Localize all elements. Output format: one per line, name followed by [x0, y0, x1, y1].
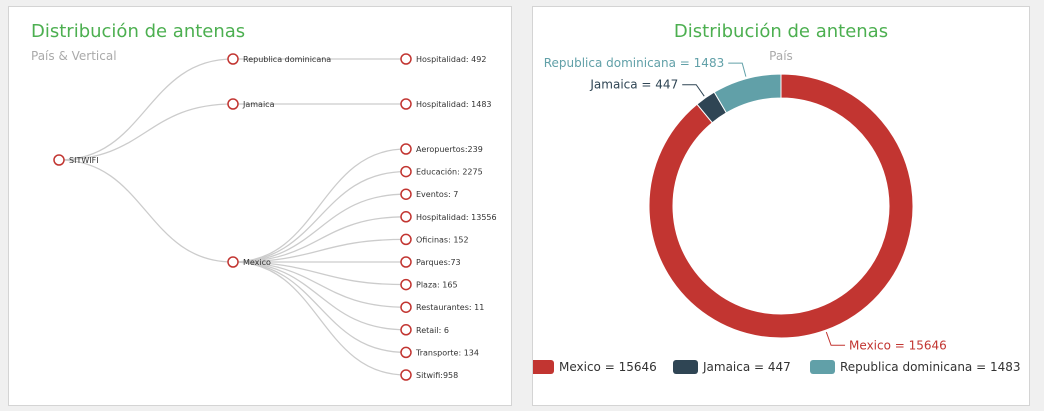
tree-branch-republica-dominicana-node[interactable]	[227, 53, 239, 65]
tree-leaf-aeropuertos-239-label: Aeropuertos:239	[416, 145, 483, 154]
tree-chart-subtitle: País & Vertical	[31, 49, 117, 63]
tree-link-retail-6	[232, 261, 407, 331]
tree-chart-panel: Distribución de antenas País & Vertical …	[8, 6, 512, 406]
donut-slice-mexico[interactable]	[648, 73, 914, 339]
legend-item-mexico[interactable]: Mexico = 15646	[533, 360, 657, 374]
tree-leaf-plaza-165-node[interactable]	[400, 278, 412, 291]
tree-nodes: SITWIFI Republica dominicana Jamaica Mexico…	[53, 53, 497, 381]
tree-root-sitwifi-label: SITWIFI	[69, 156, 99, 165]
donut-slices	[648, 73, 914, 339]
donut-label-jamaica: Jamaica = 447	[589, 78, 678, 92]
donut-leader-republica-dominicana	[728, 62, 747, 77]
tree-leaf-oficinas-152-label: Oficinas: 152	[416, 235, 469, 244]
legend-label: Republica dominicana = 1483	[840, 360, 1021, 374]
tree-link-eventos-7	[232, 193, 407, 263]
tree-root-sitwifi-node[interactable]	[53, 154, 65, 166]
tree-link-republica-dominicana	[58, 58, 234, 161]
tree-leaf-retail-6-node[interactable]	[400, 324, 412, 336]
tree-leaf-hospitalidad-1483-node[interactable]	[400, 98, 412, 110]
tree-branch-mexico-node[interactable]	[227, 256, 239, 268]
tree-branch-jamaica-label: Jamaica	[242, 100, 275, 109]
legend-label: Jamaica = 447	[702, 360, 791, 374]
legend-item-jamaica[interactable]: Jamaica = 447	[673, 360, 791, 374]
tree-leaf-eventos-7-node[interactable]	[400, 188, 412, 200]
tree-link-educacion-2275	[232, 170, 407, 263]
tree-link-transporte-134	[232, 261, 407, 354]
donut-chart-subtitle: País	[769, 49, 793, 63]
legend-swatch	[673, 360, 698, 374]
tree-leaf-plaza-165-label: Plaza: 165	[416, 281, 458, 290]
legend-swatch	[810, 360, 835, 374]
tree-link-oficinas-152	[232, 238, 407, 263]
tree-branch-republica-dominicana-label: Republica dominicana	[243, 55, 331, 64]
donut-legend[interactable]: Mexico = 15646 Jamaica = 447 Republica dom…	[533, 360, 1021, 374]
donut-slice-republica-dominicana[interactable]	[713, 73, 782, 114]
tree-chart: SITWIFI Republica dominicana Jamaica Mexico…	[53, 53, 497, 381]
tree-link-plaza-165	[232, 261, 407, 286]
tree-leaf-transporte-134-label: Transporte: 134	[415, 348, 479, 357]
tree-leaf-sitwifi-958-node[interactable]	[400, 369, 412, 381]
tree-leaf-hospitalidad-13556-label: Hospitalidad: 13556	[416, 213, 497, 222]
tree-leaf-hospitalidad-492-label: Hospitalidad: 492	[416, 55, 486, 64]
tree-leaf-hospitalidad-492-node[interactable]	[400, 53, 412, 65]
donut-label-republica-dominicana: Republica dominicana = 1483	[544, 56, 725, 70]
tree-leaf-hospitalidad-1483-label: Hospitalidad: 1483	[416, 100, 492, 109]
tree-chart-title: Distribución de antenas	[31, 21, 246, 42]
tree-leaf-aeropuertos-239-node[interactable]	[400, 143, 412, 155]
tree-leaf-retail-6-label: Retail: 6	[416, 326, 449, 335]
donut-chart-title: Distribución de antenas	[673, 21, 889, 42]
tree-link-jamaica	[58, 103, 234, 161]
tree-link-hospitalidad-13556	[232, 216, 407, 263]
donut-chart-panel: Distribución de antenas País Mexico = 15…	[532, 6, 1030, 406]
tree-leaf-oficinas-152-node[interactable]	[400, 233, 412, 246]
tree-leaf-transporte-134-node[interactable]	[400, 346, 412, 359]
tree-leaf-restaurantes-11-node[interactable]	[400, 301, 412, 313]
tree-leaf-educacion-2275-node[interactable]	[400, 165, 412, 178]
tree-leaf-restaurantes-11-label: Restaurantes: 11	[416, 303, 484, 312]
tree-leaf-sitwifi-958-label: Sitwifi:958	[416, 371, 458, 380]
tree-leaf-eventos-7-label: Eventos: 7	[416, 190, 458, 199]
donut-leader-mexico	[825, 331, 846, 346]
donut-labels: Mexico = 15646 Jamaica = 447 Republica dom…	[544, 56, 947, 352]
legend-item-republica-dominicana[interactable]: Republica dominicana = 1483	[810, 360, 1021, 374]
legend-label: Mexico = 15646	[559, 360, 657, 374]
tree-link-sitwifi-958	[232, 261, 407, 376]
tree-branch-jamaica-node[interactable]	[227, 98, 239, 110]
tree-link-aeropuertos-239	[232, 148, 407, 263]
tree-leaf-parques-73-label: Parques:73	[416, 258, 461, 267]
donut-chart: Mexico = 15646 Jamaica = 447 Republica dom…	[533, 56, 1021, 374]
donut-label-mexico: Mexico = 15646	[849, 338, 947, 352]
tree-leaf-parques-73-node[interactable]	[400, 256, 412, 268]
tree-branch-mexico-label: Mexico	[243, 258, 271, 267]
donut-leader-jamaica	[682, 84, 705, 97]
tree-links	[58, 58, 407, 376]
legend-swatch	[533, 360, 554, 374]
tree-leaf-educacion-2275-label: Educación: 2275	[416, 167, 483, 177]
tree-link-restaurantes-11	[232, 261, 407, 308]
tree-leaf-hospitalidad-13556-node[interactable]	[400, 211, 412, 223]
tree-link-mexico	[58, 159, 234, 263]
